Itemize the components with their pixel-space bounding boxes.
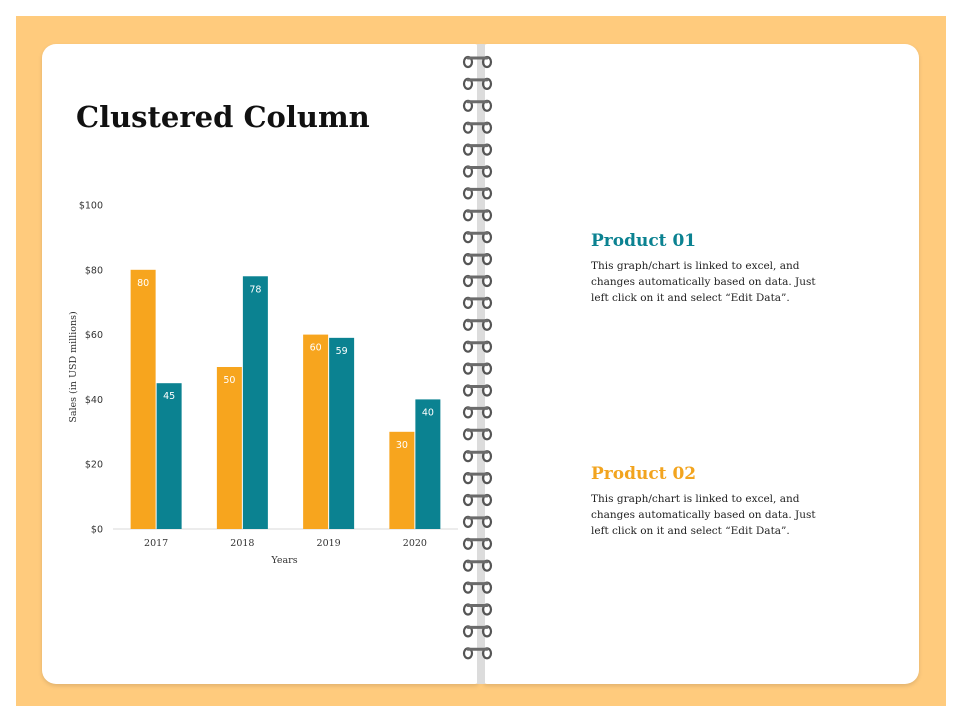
bar-series1[interactable] [303,334,329,529]
spiral-ring [462,209,493,222]
data-label: 80 [137,278,149,289]
x-tick-label: 2020 [403,538,427,549]
bar-series2[interactable] [156,383,182,529]
y-tick-label: $20 [85,460,103,471]
spiral-ring [462,99,493,112]
spiral-ring [462,296,493,309]
y-tick-label: $80 [85,265,103,276]
spiral-ring [462,493,493,507]
product-01-description: This graph/chart is linked to excel, and… [591,260,816,304]
product-02-title: Product 02 [591,464,697,484]
data-label: 59 [336,346,348,357]
data-label: 40 [422,407,434,418]
x-tick-label: 2017 [144,538,168,549]
notebook-right-page [483,44,919,684]
product-02-description: This graph/chart is linked to excel, and… [591,493,816,537]
spiral-ring [462,472,493,485]
spiral-ring [462,187,493,200]
spiral-ring [462,231,493,244]
x-tick-label: 2019 [317,538,341,549]
y-tick-label: $0 [91,525,103,536]
y-tick-label: $60 [85,330,103,341]
spiral-ring [462,340,493,353]
spiral-ring [462,77,493,90]
spiral-rings [462,55,493,660]
spiral-ring [462,253,493,266]
spiral-ring [462,406,493,419]
bar-series1[interactable] [216,367,242,529]
spiral-ring [462,362,493,375]
data-label: 30 [396,440,408,451]
spiral-ring [462,165,493,178]
bar-series2[interactable] [329,337,355,529]
page-title: Clustered Column [76,100,370,134]
spiral-ring [462,647,493,660]
x-axis-title: Years [270,555,297,566]
x-tick-label: 2018 [230,538,254,549]
spiral-ring [462,318,493,331]
product-01-title: Product 01 [591,231,697,251]
spiral-ring [462,428,493,441]
spiral-ring [462,515,493,528]
data-label: 50 [223,375,235,386]
y-tick-label: $100 [79,201,103,212]
spiral-ring [462,121,493,134]
spiral-ring [462,450,493,463]
bar-series2[interactable] [242,276,268,529]
bar-series1[interactable] [389,431,415,529]
y-tick-label: $40 [85,395,103,406]
data-label: 45 [163,391,175,402]
data-label: 78 [249,284,261,295]
spiral-ring [462,559,493,572]
spiral-ring [462,274,493,288]
bar-series1[interactable] [130,269,156,529]
spiral-ring [462,537,493,550]
y-axis-title: Sales (in USD millions) [68,311,79,422]
spiral-ring [462,143,493,156]
spiral-ring [462,55,493,69]
spiral-ring [462,384,493,397]
spiral-ring [462,603,493,616]
spiral-ring [462,581,493,594]
bar-series2[interactable] [415,399,441,529]
spiral-ring [462,625,493,638]
data-label: 60 [310,343,322,354]
